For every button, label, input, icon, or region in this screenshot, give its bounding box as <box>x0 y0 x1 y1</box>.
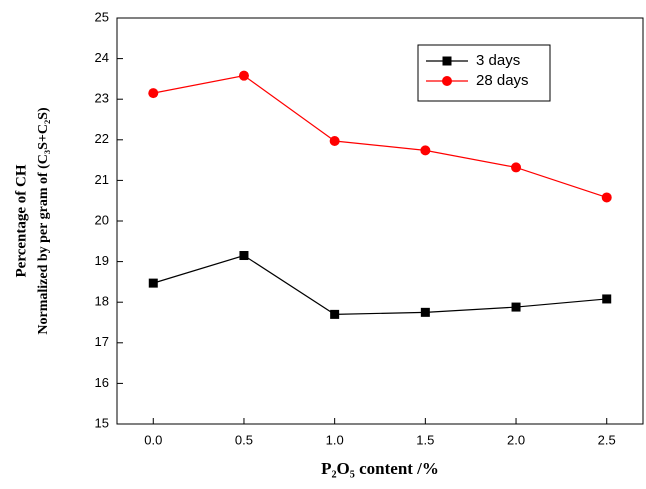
marker <box>330 309 340 319</box>
legend-label: 28 days <box>476 72 529 89</box>
marker <box>329 136 340 147</box>
x-axis-label: P₂O₅ content /% <box>321 459 439 478</box>
marker <box>148 278 158 288</box>
marker <box>602 294 612 304</box>
x-tick-label: 2.5 <box>598 432 616 447</box>
y-axis-label: Percentage of CH <box>13 164 29 277</box>
x-tick-label: 0.5 <box>235 432 253 447</box>
series-line <box>153 75 607 199</box>
y-tick-label: 19 <box>95 253 109 268</box>
plot-frame <box>116 17 644 425</box>
marker <box>511 162 522 173</box>
x-tick-label: 1.0 <box>326 432 344 447</box>
y-tick-label: 20 <box>95 212 109 227</box>
marker <box>601 192 612 203</box>
legend-marker <box>442 76 452 86</box>
marker <box>148 88 159 99</box>
marker <box>239 251 249 261</box>
x-tick-label: 0.0 <box>144 432 162 447</box>
y-tick-label: 18 <box>95 294 109 309</box>
x-tick-label: 1.5 <box>416 432 434 447</box>
y-axis-label: Normalized by per gram of (C₃S+C₂S) <box>36 107 51 335</box>
y-tick-label: 22 <box>95 131 109 146</box>
y-tick-label: 15 <box>95 415 109 430</box>
marker <box>511 302 521 312</box>
y-tick-label: 24 <box>95 50 109 65</box>
y-tick-label: 16 <box>95 375 109 390</box>
y-tick-label: 17 <box>95 334 109 349</box>
legend-marker <box>442 56 452 66</box>
marker <box>238 70 249 81</box>
x-tick-label: 2.0 <box>507 432 525 447</box>
y-tick-label: 23 <box>95 91 109 106</box>
y-tick-label: 21 <box>95 172 109 187</box>
legend-label: 3 days <box>476 52 520 69</box>
y-tick-label: 25 <box>95 9 109 24</box>
marker <box>420 145 431 156</box>
marker <box>420 307 430 317</box>
legend-box <box>417 44 551 102</box>
series-line <box>153 254 607 315</box>
